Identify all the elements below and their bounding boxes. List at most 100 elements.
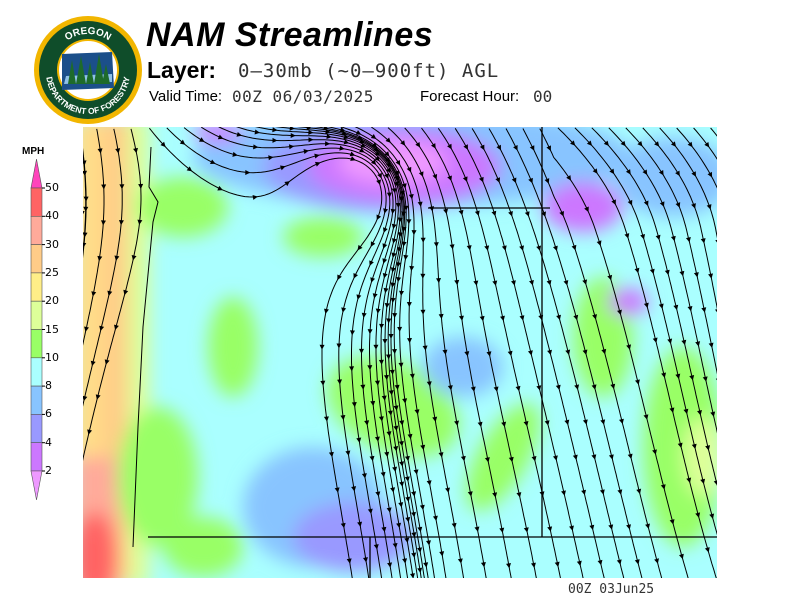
flow-arrowhead bbox=[406, 302, 412, 308]
flow-arrowhead bbox=[408, 194, 414, 200]
flow-arrowhead bbox=[343, 139, 350, 145]
legend-tick-label: 6 bbox=[45, 407, 52, 421]
flow-arrowhead bbox=[398, 502, 404, 508]
flow-arrowhead bbox=[394, 170, 400, 176]
flow-arrowhead bbox=[390, 487, 396, 493]
flow-arrowhead bbox=[547, 349, 552, 356]
flow-arrowhead bbox=[700, 478, 706, 485]
flow-arrowhead bbox=[467, 491, 473, 497]
flow-arrowhead bbox=[405, 517, 411, 523]
flow-arrowhead bbox=[669, 519, 675, 525]
flow-arrowhead bbox=[422, 345, 428, 351]
flow-arrowhead bbox=[547, 526, 553, 532]
flow-arrowhead bbox=[376, 179, 382, 185]
flow-arrowhead bbox=[367, 329, 373, 335]
flow-arrowhead bbox=[198, 137, 205, 142]
flow-arrowhead bbox=[373, 344, 379, 350]
flow-arrowhead bbox=[477, 421, 483, 428]
flow-arrowhead bbox=[458, 209, 464, 216]
flow-arrowhead bbox=[272, 137, 278, 143]
flow-arrowhead bbox=[357, 244, 363, 251]
flow-arrowhead bbox=[597, 559, 603, 566]
flow-arrowhead bbox=[677, 442, 683, 449]
flow-arrowhead bbox=[99, 325, 105, 332]
flow-arrowhead bbox=[391, 223, 397, 230]
flow-arrowhead bbox=[681, 339, 687, 346]
flow-arrowhead bbox=[409, 373, 415, 379]
flow-arrowhead bbox=[378, 359, 384, 365]
flow-arrowhead bbox=[409, 265, 415, 272]
flow-arrowhead bbox=[404, 455, 410, 462]
flow-arrowhead bbox=[391, 238, 397, 244]
flow-arrowhead bbox=[353, 273, 359, 279]
legend-tick-label: 25 bbox=[45, 265, 59, 279]
flow-arrowhead bbox=[464, 351, 470, 357]
flow-arrowhead bbox=[405, 496, 411, 502]
legend-swatch bbox=[30, 414, 43, 443]
flow-arrowhead bbox=[507, 350, 513, 357]
flow-arrowhead bbox=[384, 173, 389, 179]
flow-arrowhead bbox=[626, 344, 632, 350]
flow-arrowhead bbox=[384, 151, 390, 157]
flow-arrowhead bbox=[345, 450, 351, 456]
flow-arrowhead bbox=[370, 277, 376, 283]
flow-arrowhead bbox=[566, 175, 572, 181]
streamline bbox=[326, 127, 429, 578]
flow-arrowhead bbox=[383, 208, 389, 214]
flow-arrowhead bbox=[658, 169, 664, 176]
flow-arrowhead bbox=[709, 513, 715, 519]
flow-arrowhead bbox=[479, 144, 485, 151]
flow-arrowhead bbox=[340, 522, 346, 529]
flow-arrowhead bbox=[620, 140, 626, 147]
flow-arrowhead bbox=[356, 437, 362, 443]
flow-arrowhead bbox=[337, 274, 342, 281]
flow-arrowhead bbox=[97, 255, 103, 262]
flow-arrowhead bbox=[508, 211, 513, 217]
flow-arrowhead bbox=[393, 446, 399, 452]
flow-arrowhead bbox=[83, 206, 89, 212]
streamline bbox=[387, 127, 487, 578]
flow-arrowhead bbox=[596, 240, 602, 246]
flow-arrowhead bbox=[546, 279, 552, 286]
flow-arrowhead bbox=[584, 206, 589, 213]
streamline bbox=[218, 127, 402, 578]
flow-arrowhead bbox=[508, 456, 514, 463]
flow-arrowhead bbox=[131, 254, 137, 261]
flow-arrowhead bbox=[432, 416, 438, 422]
streamline bbox=[488, 128, 625, 578]
flow-arrowhead bbox=[611, 199, 616, 206]
flow-arrowhead bbox=[625, 169, 631, 175]
flow-arrowhead bbox=[608, 454, 614, 460]
flow-arrowhead bbox=[303, 149, 309, 154]
flow-arrowhead bbox=[391, 188, 397, 194]
flow-arrowhead bbox=[320, 380, 326, 386]
flow-arrowhead bbox=[402, 558, 408, 564]
streamline bbox=[235, 127, 409, 578]
flow-arrowhead bbox=[381, 526, 387, 533]
flow-arrowhead bbox=[133, 147, 138, 154]
flow-arrowhead bbox=[360, 142, 366, 148]
flow-arrowhead bbox=[714, 308, 717, 315]
flow-arrowhead bbox=[253, 144, 259, 150]
flow-arrowhead bbox=[484, 457, 490, 463]
flow-arrowhead bbox=[426, 480, 432, 486]
flow-arrowhead bbox=[388, 334, 394, 339]
flow-arrowhead bbox=[398, 440, 404, 447]
flow-arrowhead bbox=[527, 350, 533, 356]
flow-arrowhead bbox=[524, 211, 530, 217]
flow-arrowhead bbox=[107, 290, 113, 297]
flow-arrowhead bbox=[411, 511, 416, 518]
flow-arrowhead bbox=[413, 469, 419, 475]
streamline bbox=[339, 127, 435, 578]
legend-swatch bbox=[30, 385, 43, 415]
legend-swatch bbox=[30, 272, 43, 302]
flow-arrowhead bbox=[669, 407, 675, 413]
flow-arrowhead bbox=[539, 491, 545, 497]
flow-arrowhead bbox=[406, 337, 412, 344]
flow-arrowhead bbox=[627, 453, 633, 460]
flow-arrowhead bbox=[683, 408, 689, 415]
flow-arrowhead bbox=[404, 476, 410, 482]
flow-arrowhead bbox=[538, 314, 544, 321]
flow-arrowhead bbox=[346, 558, 352, 564]
flow-arrowhead bbox=[84, 326, 89, 332]
